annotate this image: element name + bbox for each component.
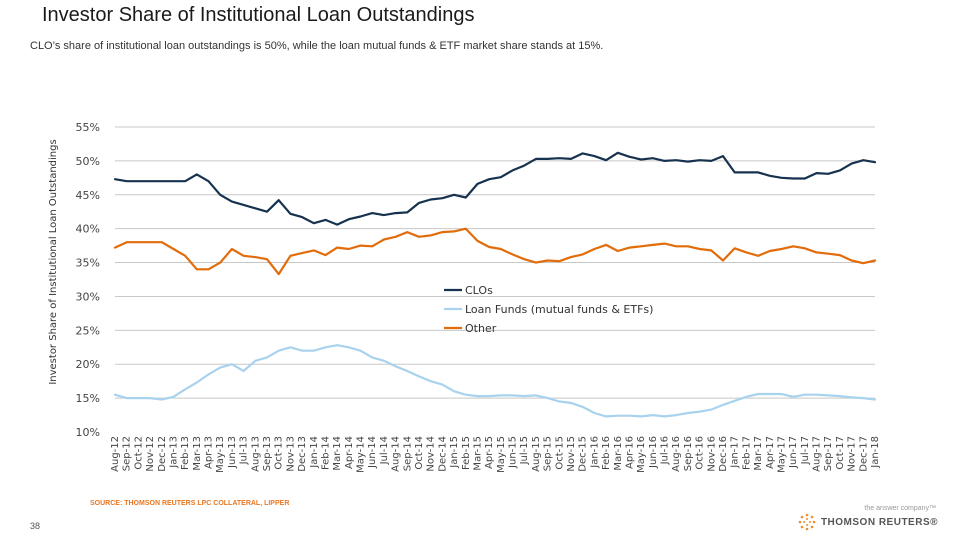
x-tick-label: Jun-14	[367, 436, 378, 469]
x-tick-label: Jan-14	[309, 436, 320, 469]
x-tick-label: Sep-15	[543, 436, 554, 471]
x-tick-label: Mar-13	[192, 436, 203, 471]
x-tick-label: Jun-17	[788, 436, 799, 469]
x-tick-label: Nov-12	[145, 436, 156, 472]
brand-block: the answer company™ THOMSON REUTERS®	[797, 505, 938, 532]
y-axis-label: Investor Share of Institutional Loan Out…	[48, 139, 59, 384]
x-tick-label: Sep-13	[262, 436, 273, 471]
x-tick-label: Aug-13	[250, 436, 261, 472]
x-tick-label: Jun-15	[508, 436, 519, 469]
x-tick-label: May-17	[777, 436, 788, 473]
y-tick-label: 20%	[76, 358, 100, 371]
x-tick-label: Feb-13	[180, 436, 191, 470]
x-tick-label: Aug-17	[812, 436, 823, 472]
x-tick-label: Aug-15	[531, 436, 542, 472]
x-tick-label: Aug-14	[391, 436, 402, 472]
x-tick-label: May-14	[356, 436, 367, 473]
x-tick-label: Sep-12	[122, 436, 133, 471]
legend-label: Loan Funds (mutual funds & ETFs)	[465, 303, 653, 316]
x-tick-label: May-16	[636, 436, 647, 473]
y-tick-label: 25%	[76, 324, 100, 337]
gridlines	[115, 126, 875, 399]
x-tick-label: Jan-18	[870, 436, 881, 469]
x-tick-label: Jul-15	[519, 436, 530, 465]
x-tick-label: Aug-16	[671, 436, 682, 472]
x-tick-label: Jul-13	[239, 436, 250, 465]
legend-label: Other	[465, 322, 497, 335]
x-tick-label: Dec-13	[297, 436, 308, 472]
brand-name: THOMSON REUTERS®	[820, 516, 938, 528]
x-tick-label: Jan-13	[169, 436, 180, 469]
x-tick-label: Dec-14	[437, 436, 448, 472]
x-tick-label: Sep-16	[683, 436, 694, 471]
y-tick-label: 10%	[76, 426, 100, 439]
brand-name-row: THOMSON REUTERS®	[797, 512, 938, 532]
x-tick-label: Apr-14	[344, 436, 355, 469]
y-tick-label: 35%	[76, 257, 100, 270]
x-tick-label: May-15	[496, 436, 507, 473]
page-title: Investor Share of Institutional Loan Out…	[42, 4, 475, 26]
source-note: SOURCE: THOMSON REUTERS LPC COLLATERAL, …	[90, 500, 290, 507]
x-tick-label: Sep-14	[402, 436, 413, 471]
x-tick-label: Apr-16	[625, 436, 636, 469]
y-tick-label: 50%	[76, 155, 100, 168]
x-tick-label: Jul-17	[800, 436, 811, 465]
y-tick-labels: 10% 15% 20% 25% 30% 35% 40% 45% 50% 55%	[76, 121, 100, 439]
y-tick-label: 40%	[76, 223, 100, 236]
x-tick-label: Oct-12	[133, 436, 144, 470]
legend-label: CLOs	[465, 284, 493, 297]
x-tick-label: Oct-13	[274, 436, 285, 470]
x-tick-label: Nov-13	[285, 436, 296, 472]
legend: CLOs Loan Funds (mutual funds & ETFs) Othe…	[444, 284, 653, 335]
x-tick-label: Jan-17	[730, 436, 741, 469]
page-subtitle: CLO’s share of institutional loan outsta…	[30, 40, 604, 52]
x-tick-label: Dec-12	[157, 436, 168, 472]
x-tick-label: Feb-16	[601, 436, 612, 470]
brand-tagline: the answer company™	[864, 505, 936, 512]
series-lines	[113, 151, 877, 418]
x-tick-label: Mar-16	[613, 436, 624, 471]
x-tick-label: Apr-15	[484, 436, 495, 469]
x-tick-label: Feb-14	[321, 436, 332, 470]
x-tick-label: Feb-15	[461, 436, 472, 470]
x-tick-label: Oct-17	[835, 436, 846, 470]
y-tick-label: 30%	[76, 290, 100, 303]
x-tick-label: Jan-15	[449, 436, 460, 469]
x-tick-label: Feb-17	[741, 436, 752, 470]
x-tick-label: Aug-12	[110, 436, 121, 472]
other-line	[113, 227, 877, 276]
x-tick-label: Oct-16	[695, 436, 706, 470]
loan-funds-line	[113, 344, 877, 418]
x-tick-label: Oct-15	[554, 436, 565, 470]
y-tick-label: 45%	[76, 189, 100, 202]
x-tick-label: Apr-17	[765, 436, 776, 469]
x-tick-labels: Aug-12 Sep-12 Oct-12 Nov-12 Dec-12 Jan-13 Feb-…	[110, 436, 881, 473]
x-tick-label: Jul-14	[379, 436, 390, 465]
x-tick-label: Nov-17	[847, 436, 858, 472]
x-tick-label: Mar-15	[473, 436, 484, 471]
x-tick-label: Apr-13	[204, 436, 215, 469]
x-tick-label: Jun-13	[227, 436, 238, 469]
clos-line	[113, 151, 877, 226]
x-tick-label: Jul-16	[660, 436, 671, 465]
x-tick-label: Mar-17	[753, 436, 764, 471]
x-tick-label: Mar-14	[332, 436, 343, 471]
y-tick-label: 55%	[76, 121, 100, 134]
x-tick-label: Dec-16	[718, 436, 729, 472]
x-tick-label: Nov-16	[706, 436, 717, 472]
page-number: 38	[30, 521, 41, 531]
thomson-reuters-logo-icon	[798, 513, 816, 531]
x-tick-label: Dec-15	[578, 436, 589, 472]
x-tick-label: Jan-16	[589, 436, 600, 469]
x-tick-label: Sep-17	[823, 436, 834, 471]
x-tick-label: Jun-16	[648, 436, 659, 469]
x-tick-label: May-13	[215, 436, 226, 473]
y-tick-label: 15%	[76, 392, 100, 405]
x-tick-label: Nov-15	[566, 436, 577, 472]
x-tick-label: Oct-14	[414, 436, 425, 470]
x-tick-label: Dec-17	[858, 436, 869, 472]
x-tick-label: Nov-14	[426, 436, 437, 472]
